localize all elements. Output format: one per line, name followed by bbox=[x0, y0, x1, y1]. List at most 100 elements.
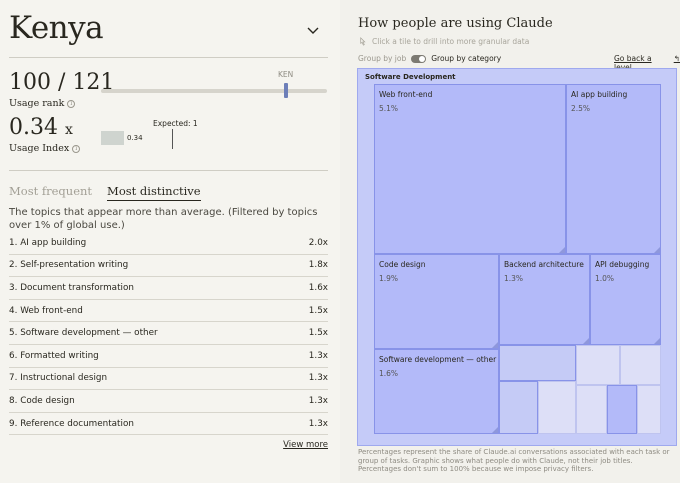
topic-value: 1.5x bbox=[308, 328, 328, 339]
footnote: Percentages represent the share of Claud… bbox=[358, 448, 670, 473]
tile-api-debugging[interactable]: API debugging 1.0% bbox=[590, 254, 661, 345]
usage-panel: How people are using Claude Click a tile… bbox=[340, 0, 680, 483]
list-item: 3. Document transformation 1.6x bbox=[9, 277, 328, 300]
usage-index-label: Usage Index bbox=[9, 143, 70, 154]
topic-value: 1.8x bbox=[308, 260, 328, 271]
usage-index-bar bbox=[101, 131, 124, 145]
group-toggle-switch[interactable] bbox=[411, 54, 427, 63]
corner-icon bbox=[654, 247, 660, 253]
tile-small[interactable] bbox=[637, 385, 661, 434]
tile-small[interactable] bbox=[576, 385, 607, 434]
view-more-link[interactable]: View more bbox=[283, 440, 328, 450]
treemap-title: Software Development bbox=[365, 73, 456, 81]
usage-index-value: 0.34 bbox=[9, 115, 58, 140]
topic-label: 6. Formatted writing bbox=[9, 350, 99, 361]
go-back-link[interactable]: Go back a level ↰ bbox=[614, 54, 680, 72]
topic-label: 4. Web front-end bbox=[9, 305, 83, 316]
group-toggle-row: Group by job Group by category bbox=[358, 54, 501, 63]
tile-pct: 2.5% bbox=[571, 104, 591, 113]
info-icon[interactable]: i bbox=[67, 99, 76, 108]
corner-icon bbox=[559, 247, 565, 253]
tile-pct: 5.1% bbox=[379, 104, 399, 113]
tile-small[interactable] bbox=[499, 381, 538, 434]
list-item: 4. Web front-end 1.5x bbox=[9, 300, 328, 323]
list-item: 7. Instructional design 1.3x bbox=[9, 368, 328, 391]
tile-pct: 1.3% bbox=[504, 274, 524, 283]
rank-track bbox=[101, 89, 327, 93]
usage-index-bar-label: 0.34 bbox=[127, 134, 143, 142]
corner-icon bbox=[654, 338, 660, 344]
chevron-down-icon[interactable] bbox=[307, 24, 319, 36]
topic-value: 2.0x bbox=[308, 237, 328, 248]
topic-label: 3. Document transformation bbox=[9, 282, 134, 293]
list-item: 8. Code design 1.3x bbox=[9, 390, 328, 413]
panel-title: How people are using Claude bbox=[358, 16, 553, 31]
corner-icon bbox=[583, 338, 589, 344]
pointer-icon bbox=[360, 37, 366, 46]
tab-most-frequent[interactable]: Most frequent bbox=[9, 184, 93, 198]
usage-index-value-row: 0.34 x bbox=[9, 115, 73, 140]
tile-small[interactable] bbox=[620, 345, 661, 385]
topic-value: 1.3x bbox=[308, 350, 328, 361]
topics-description: The topics that appear more than average… bbox=[9, 207, 318, 231]
list-item: 6. Formatted writing 1.3x bbox=[9, 345, 328, 368]
tile-small[interactable] bbox=[499, 345, 576, 381]
topic-tabs: Most frequent Most distinctive bbox=[9, 184, 201, 201]
tile-small[interactable] bbox=[576, 345, 620, 385]
list-item: 5. Software development — other 1.5x bbox=[9, 322, 328, 345]
tile-ai-app-building[interactable]: AI app building 2.5% bbox=[566, 84, 661, 254]
list-item: 2. Self-presentation writing 1.8x bbox=[9, 255, 328, 278]
corner-icon bbox=[492, 427, 498, 433]
tile-backend-architecture[interactable]: Backend architecture 1.3% bbox=[499, 254, 590, 345]
group-by-category-label[interactable]: Group by category bbox=[431, 54, 502, 63]
list-item: 9. Reference documentation 1.3x bbox=[9, 413, 328, 436]
topic-label: 7. Instructional design bbox=[9, 373, 108, 384]
topic-label: 9. Reference documentation bbox=[9, 418, 134, 429]
topic-label: 2. Self-presentation writing bbox=[9, 260, 129, 271]
rank-marker bbox=[284, 83, 288, 98]
tile-title: Code design bbox=[379, 260, 426, 269]
tile-title: API debugging bbox=[595, 260, 650, 269]
tile-small[interactable] bbox=[607, 385, 637, 434]
tile-pct: 1.6% bbox=[379, 369, 399, 378]
group-by-job-label[interactable]: Group by job bbox=[358, 54, 407, 63]
tile-small[interactable] bbox=[538, 381, 576, 434]
topic-label: 8. Code design bbox=[9, 395, 75, 406]
tab-most-distinctive[interactable]: Most distinctive bbox=[107, 184, 201, 201]
topic-label: 1. AI app building bbox=[9, 237, 87, 248]
topic-label: 5. Software development — other bbox=[9, 328, 158, 339]
corner-icon bbox=[492, 342, 498, 348]
usage-rank-label: Usage rank bbox=[9, 98, 65, 109]
tile-pct: 1.0% bbox=[595, 274, 615, 283]
usage-index-label-row: Usage Index i bbox=[9, 143, 81, 154]
tile-pct: 1.9% bbox=[379, 274, 399, 283]
tile-title: AI app building bbox=[571, 90, 628, 99]
usage-rank-label-row: Usage rank i bbox=[9, 98, 76, 109]
tile-web-front-end[interactable]: Web front-end 5.1% bbox=[374, 84, 566, 254]
topic-value: 1.3x bbox=[308, 373, 328, 384]
tile-code-design[interactable]: Code design 1.9% bbox=[374, 254, 499, 349]
topic-value: 1.5x bbox=[308, 305, 328, 316]
topics-list: 1. AI app building 2.0x 2. Self-presentat… bbox=[9, 232, 328, 436]
topic-value: 1.6x bbox=[308, 282, 328, 293]
divider bbox=[9, 57, 328, 58]
tile-title: Web front-end bbox=[379, 90, 433, 99]
usage-index-suffix: x bbox=[64, 122, 73, 138]
treemap: Software Development Web front-end 5.1% … bbox=[357, 68, 677, 446]
hint-row: Click a tile to drill into more granular… bbox=[358, 37, 529, 46]
tile-title: Backend architecture bbox=[504, 260, 584, 269]
topic-value: 1.3x bbox=[308, 395, 328, 406]
info-icon[interactable]: i bbox=[72, 144, 81, 153]
hint-text: Click a tile to drill into more granular… bbox=[372, 37, 530, 46]
go-back-label: Go back a level bbox=[614, 54, 652, 72]
back-arrow-icon: ↰ bbox=[673, 54, 680, 63]
topic-value: 1.3x bbox=[308, 418, 328, 429]
rank-marker-label: KEN bbox=[278, 70, 294, 79]
tile-title: Software development — other bbox=[379, 355, 497, 364]
tile-software-development-other[interactable]: Software development — other 1.6% bbox=[374, 349, 499, 434]
usage-rank-value: 100 / 121 bbox=[9, 70, 115, 95]
divider bbox=[9, 170, 328, 171]
expected-label: Expected: 1 bbox=[153, 119, 198, 128]
country-panel: Kenya 100 / 121 Usage rank i KEN 0.34 x … bbox=[9, 10, 328, 450]
list-item: 1. AI app building 2.0x bbox=[9, 232, 328, 255]
